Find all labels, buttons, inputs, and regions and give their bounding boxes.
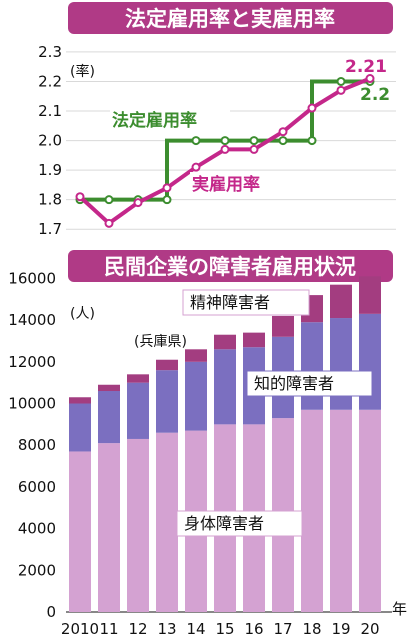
line-chart-y-tick: 2.2 <box>38 72 62 90</box>
intellectual-series-label: 知的障害者 <box>254 374 334 393</box>
bar-chart-x-tick: 15 <box>215 620 234 638</box>
actual-rate-point <box>220 144 230 154</box>
legal-rate-label-bg <box>110 108 230 132</box>
bar-chart-x-tick: 13 <box>157 620 176 638</box>
actual-rate-point <box>365 74 375 84</box>
legal-rate-point <box>307 136 317 146</box>
mental-bar-segment <box>69 397 91 404</box>
actual-rate-point <box>104 218 114 228</box>
bar-chart-y-tick: 16000 <box>8 269 56 287</box>
legal-rate-point <box>249 136 259 146</box>
actual-rate-end-value: 2.21 <box>345 57 387 77</box>
mental-bar-segment <box>330 284 352 319</box>
bar-chart-x-tick: 2010 <box>61 620 99 638</box>
mental-bar-segment <box>359 276 381 314</box>
physical-series-label: 身体障害者 <box>184 514 264 533</box>
physical-bar-segment <box>98 443 120 612</box>
intellectual-bar-segment <box>127 382 149 439</box>
line-chart-y-tick: 1.9 <box>38 161 62 179</box>
mental-bar-segment <box>243 332 265 348</box>
line-chart-y-tick: 2.1 <box>38 102 62 120</box>
actual-rate-point <box>249 144 259 154</box>
legal-rate-end-value: 2.2 <box>360 85 390 105</box>
mental-bar-segment <box>272 315 294 337</box>
bar-chart-x-tick: 16 <box>244 620 263 638</box>
actual-rate-point <box>162 183 172 193</box>
line-chart-y-tick: 2.0 <box>38 132 62 150</box>
bar-chart-x-tick: 18 <box>302 620 321 638</box>
actual-rate-point <box>191 162 201 172</box>
mental-label-box <box>182 289 310 316</box>
actual-rate-point <box>278 127 288 137</box>
bar-chart-y-tick: 4000 <box>18 520 56 538</box>
bar-chart-y-tick: 8000 <box>18 436 56 454</box>
physical-bar-segment <box>156 432 178 612</box>
physical-bar-segment <box>69 451 91 612</box>
employment-rate-line-chart: 法定雇用率と実雇用率 (率) 2.3 2.2 2.1 2.0 1.9 1.8 1.7 法定雇… <box>38 2 396 238</box>
mental-bar-segment <box>156 359 178 371</box>
line-chart-y-axis: 2.3 2.2 2.1 2.0 1.9 1.8 1.7 <box>38 43 62 238</box>
actual-rate-point <box>336 85 346 95</box>
bar-chart-x-tick: 19 <box>331 620 350 638</box>
bar-chart-x-tick: 11 <box>99 620 118 638</box>
line-chart-y-tick: 1.8 <box>38 191 62 209</box>
intellectual-bar-segment <box>98 391 120 444</box>
bar-chart-x-axis: 2010 11 12 13 14 15 16 17 18 19 20 <box>61 620 380 638</box>
mental-bar-segment <box>214 334 236 350</box>
bar-chart-unit-label: (人) <box>70 306 95 322</box>
intellectual-label-box <box>246 370 373 397</box>
intellectual-bar-segment <box>156 370 178 433</box>
bar-chart-title-banner <box>68 250 393 282</box>
line-chart-series <box>75 74 375 228</box>
bar-chart-title: 民間企業の障害者雇用状況 <box>104 255 356 279</box>
bar-chart-bars <box>69 276 381 612</box>
bar-chart-y-tick: 12000 <box>8 353 56 371</box>
mental-bar-segment <box>127 374 149 383</box>
bar-chart-y-tick: 0 <box>46 603 56 621</box>
bar-chart-y-tick: 6000 <box>18 478 56 496</box>
line-chart-y-tick: 2.3 <box>38 43 62 61</box>
mental-series-label: 精神障害者 <box>190 293 270 312</box>
bar-chart-region-label: (兵庫県) <box>134 333 187 350</box>
physical-bar-segment <box>301 409 323 612</box>
legal-rate-point <box>162 195 172 205</box>
intellectual-bar-segment <box>301 322 323 410</box>
legal-rate-point <box>220 136 230 146</box>
bar-chart-y-tick: 2000 <box>18 561 56 579</box>
disabled-employment-bar-chart: 民間企業の障害者雇用状況 (人) (兵庫県) 16000 14000 12000 10… <box>8 250 407 638</box>
bar-chart-x-unit: 年 <box>392 600 407 618</box>
bar-chart-x-tick: 17 <box>273 620 292 638</box>
physical-bar-segment <box>359 409 381 612</box>
intellectual-bar-segment <box>69 403 91 452</box>
legal-rate-point <box>191 136 201 146</box>
actual-rate-label: 実雇用率 <box>192 174 260 195</box>
actual-rate-point <box>307 103 317 113</box>
bar-chart-y-tick: 10000 <box>8 395 56 413</box>
bar-chart-x-tick: 20 <box>360 620 379 638</box>
line-chart-unit-label: (率) <box>70 63 95 80</box>
mental-bar-segment <box>185 349 207 362</box>
intellectual-bar-segment <box>185 361 207 431</box>
intellectual-bar-segment <box>214 349 236 425</box>
actual-rate-label-bg <box>190 172 280 196</box>
physical-label-box <box>176 510 303 537</box>
bar-chart-y-tick: 14000 <box>8 311 56 329</box>
legal-rate-point <box>336 76 346 86</box>
physical-bar-segment <box>330 409 352 612</box>
legal-rate-label: 法定雇用率 <box>112 110 197 131</box>
mental-bar-segment <box>98 384 120 392</box>
line-chart-title: 法定雇用率と実雇用率 <box>125 7 335 31</box>
line-chart-y-tick: 1.7 <box>38 220 62 238</box>
actual-rate-point <box>133 198 143 208</box>
actual-rate-point <box>75 192 85 202</box>
bar-chart-x-tick: 12 <box>128 620 147 638</box>
legal-rate-point <box>278 136 288 146</box>
physical-bar-segment <box>127 438 149 612</box>
legal-rate-point <box>104 195 114 205</box>
line-chart-title-banner <box>68 2 393 34</box>
bar-chart-x-tick: 14 <box>186 620 205 638</box>
